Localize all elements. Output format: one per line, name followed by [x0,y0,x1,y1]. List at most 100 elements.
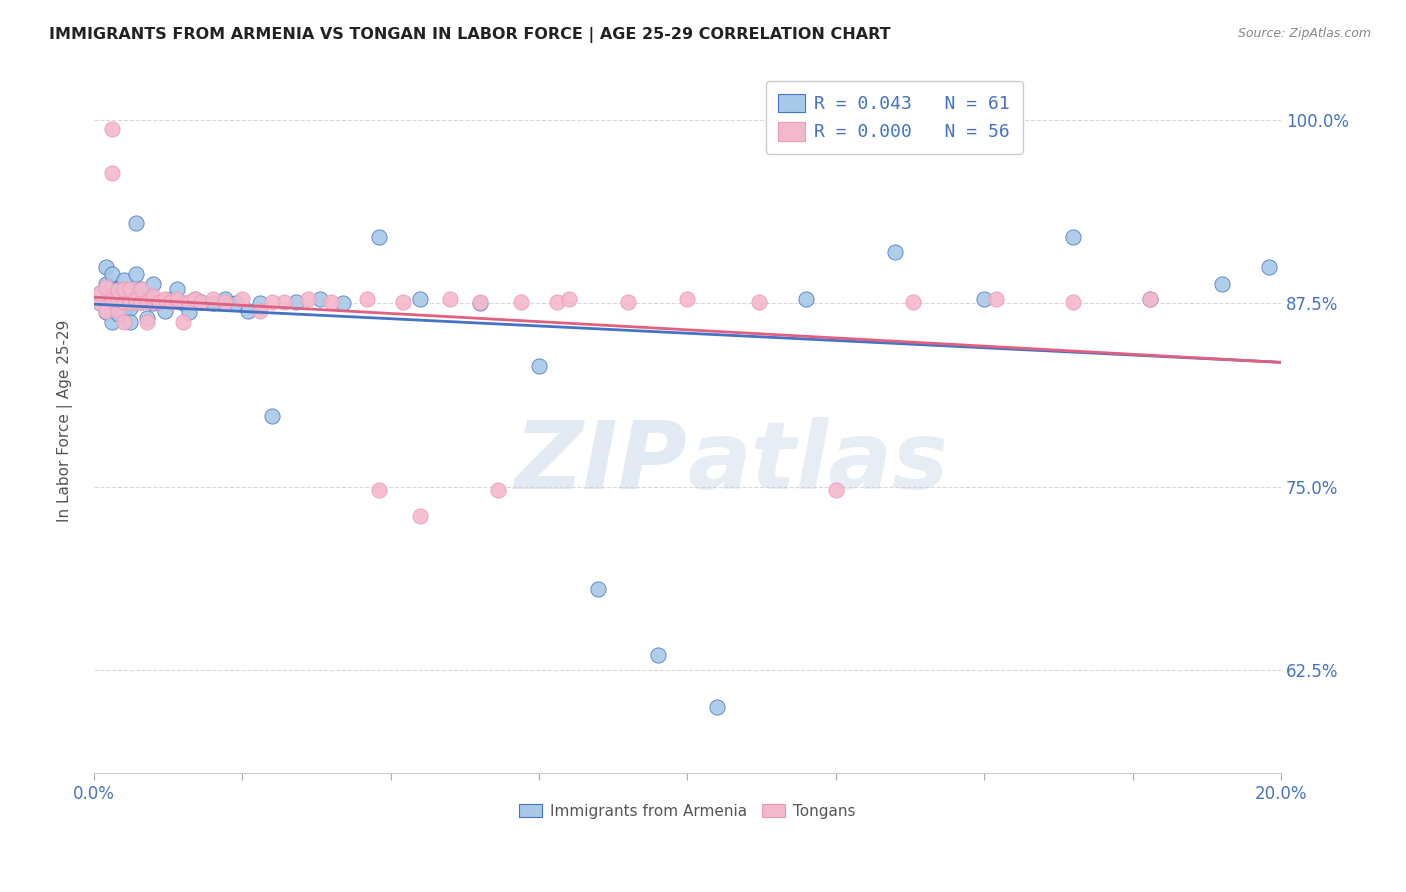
Point [901,294,924,309]
Point [468,294,491,309]
Point [238,303,260,318]
Point [118,315,141,329]
Point [155,292,177,306]
Point [131,294,153,309]
Point [249,303,271,318]
Point [131,294,153,309]
Legend: Immigrants from Armenia, Tongans: Immigrants from Armenia, Tongans [513,797,862,825]
Point [101,280,124,294]
Point [172,315,194,329]
Point [273,294,295,309]
Point [356,292,378,306]
Point [107,301,129,315]
Point [142,277,165,292]
Point [172,296,194,310]
Point [794,292,817,306]
Point [214,292,236,306]
Point [107,306,129,320]
Point [136,294,159,309]
Point [321,294,343,309]
Point [112,283,135,297]
Point [297,292,319,306]
Point [527,359,550,374]
Point [284,294,307,309]
Point [124,267,146,281]
Point [249,296,271,310]
Point [118,283,141,297]
Point [112,273,135,287]
Point [177,294,200,309]
Point [112,282,135,296]
Point [166,282,188,296]
Point [89,296,111,310]
Point [1258,260,1281,274]
Point [94,260,117,274]
Point [1062,230,1084,244]
Point [142,289,165,303]
Point [107,303,129,318]
Point [155,303,177,318]
Point [486,483,509,497]
Point [824,483,846,497]
Point [190,294,212,309]
Point [510,294,533,309]
Point [201,296,224,310]
Point [884,244,907,259]
Point [676,292,699,306]
Point [118,282,141,296]
Point [177,305,200,319]
Point [260,409,283,424]
Point [409,292,432,306]
Point [112,294,135,309]
Point [201,292,224,306]
Point [558,292,581,306]
Point [148,294,170,309]
Point [101,121,124,136]
Point [94,280,117,294]
Point [184,292,207,306]
Point [142,296,165,310]
Point [391,294,413,309]
Point [160,294,183,309]
Point [101,267,124,281]
Point [260,294,283,309]
Point [439,292,461,306]
Point [107,283,129,297]
Point [409,508,432,523]
Point [468,296,491,310]
Point [706,699,728,714]
Point [107,292,129,306]
Point [546,294,568,309]
Point [124,292,146,306]
Point [367,483,389,497]
Point [1139,292,1161,306]
Point [94,305,117,319]
Point [112,293,135,308]
Point [107,282,129,296]
Point [588,582,610,597]
Point [160,292,183,306]
Point [142,294,165,309]
Point [214,294,236,309]
Point [1062,294,1084,309]
Y-axis label: In Labor Force | Age 25-29: In Labor Force | Age 25-29 [58,319,73,522]
Point [617,294,640,309]
Point [118,294,141,309]
Point [748,294,770,309]
Point [101,292,124,306]
Point [94,303,117,318]
Point [112,315,135,329]
Point [124,294,146,309]
Point [190,294,212,309]
Point [136,310,159,325]
Point [101,294,124,309]
Point [136,315,159,329]
Point [231,292,253,306]
Point [367,230,389,244]
Point [101,166,124,180]
Point [112,303,135,318]
Point [94,277,117,292]
Text: atlas: atlas [688,417,949,508]
Point [124,292,146,306]
Point [89,285,111,300]
